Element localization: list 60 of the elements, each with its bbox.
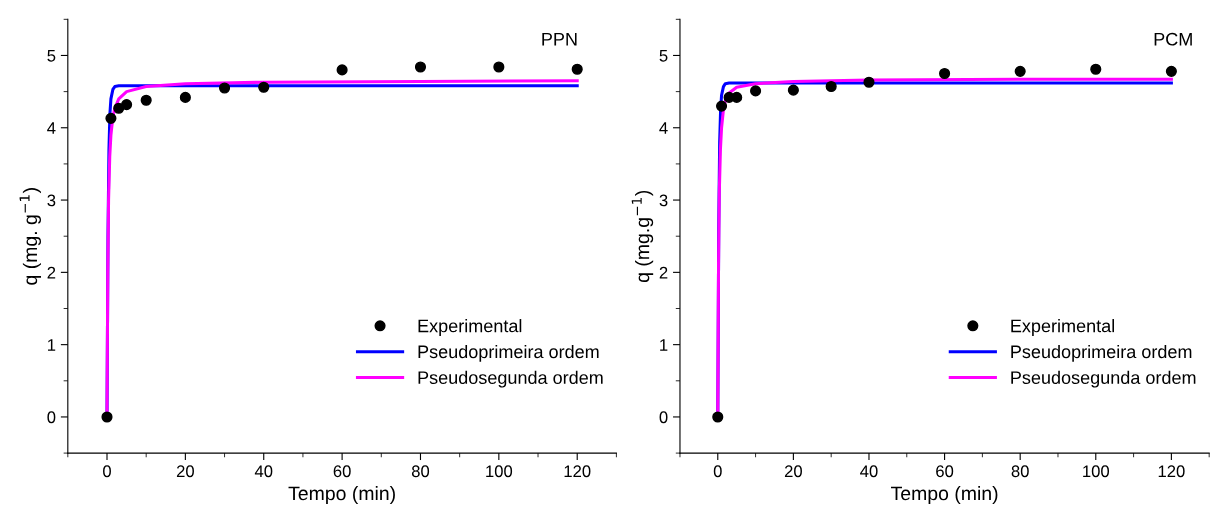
point xyxy=(121,99,133,111)
point xyxy=(258,81,270,93)
x-tick-label: 40 xyxy=(254,465,273,478)
point xyxy=(787,84,799,96)
y-tick-label: 4 xyxy=(47,122,56,134)
y-tick-label: 3 xyxy=(659,194,668,207)
x-tick-label: 80 xyxy=(411,465,430,478)
y-tick-label: 5 xyxy=(659,50,668,62)
y-tick-label: 3 xyxy=(47,194,56,207)
x-tick-label: 0 xyxy=(713,465,722,478)
y-tick-label: 1 xyxy=(660,339,668,351)
y-axis-title: q (mg. g$^{−1}$) xyxy=(19,188,41,285)
point xyxy=(1090,63,1102,75)
x-tick-label: 100 xyxy=(486,465,513,478)
x-tick-label: 60 xyxy=(333,465,351,478)
point xyxy=(1165,65,1177,77)
x-tick-label: 20 xyxy=(176,465,194,478)
x-tick-label: 120 xyxy=(1158,465,1185,478)
point xyxy=(863,76,875,88)
point xyxy=(179,91,191,103)
x-tick-label: 80 xyxy=(1011,465,1029,478)
point xyxy=(825,80,837,93)
x-tick-label: 40 xyxy=(860,465,878,478)
point xyxy=(101,411,113,423)
x-tick-label: 60 xyxy=(936,465,954,478)
x-tick-label: 100 xyxy=(1083,465,1110,478)
legend-label: Experimental xyxy=(1011,319,1115,336)
y-axis-title: q (mg.g$^{−1}$) xyxy=(631,190,654,283)
point xyxy=(1014,65,1026,77)
legend-label: Pseudosegunda ordem xyxy=(1011,370,1196,388)
point xyxy=(105,112,117,124)
point xyxy=(750,85,762,97)
point xyxy=(336,64,348,76)
point xyxy=(414,61,427,73)
x-axis-title: Tempo (min) xyxy=(288,485,395,505)
y-tick-label: 2 xyxy=(47,266,56,279)
legend-label: Pseudosegunda ordem xyxy=(418,370,603,388)
x-axis-title: Tempo (min) xyxy=(891,485,998,505)
legend-label: Pseudoprimeira ordem xyxy=(1011,344,1192,362)
point xyxy=(939,67,951,80)
point xyxy=(712,411,724,423)
y-tick-label: 0 xyxy=(659,411,668,424)
point xyxy=(716,100,728,112)
legend-label: Experimental xyxy=(418,319,522,336)
point xyxy=(731,91,743,103)
y-tick-label: 4 xyxy=(659,122,668,134)
x-tick-label: 120 xyxy=(564,465,591,478)
y-tick-label: 2 xyxy=(659,266,668,279)
x-tick-label: 20 xyxy=(784,465,802,478)
y-tick-label: 1 xyxy=(48,339,56,351)
point xyxy=(218,82,231,94)
legend-label: Pseudoprimeira ordem xyxy=(418,344,599,362)
point xyxy=(140,94,152,106)
point xyxy=(571,63,583,75)
x-tick-label: 0 xyxy=(103,465,111,478)
point xyxy=(493,61,505,73)
y-tick-label: 5 xyxy=(47,50,56,62)
annotation: PCM xyxy=(1154,32,1192,46)
y-tick-label: 0 xyxy=(47,411,56,424)
annotation: PPN xyxy=(542,32,577,46)
